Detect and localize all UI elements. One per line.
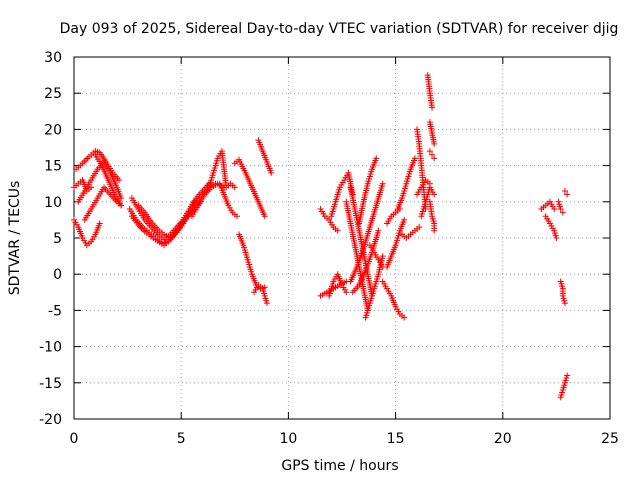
data-point bbox=[564, 191, 571, 198]
data-point bbox=[431, 140, 438, 147]
data-point bbox=[88, 184, 95, 191]
data-point bbox=[379, 253, 386, 260]
data-points bbox=[71, 72, 571, 401]
data-point bbox=[431, 155, 438, 162]
data-point bbox=[551, 206, 558, 213]
x-tick-label: 0 bbox=[70, 431, 79, 447]
data-point bbox=[268, 169, 275, 176]
data-point bbox=[162, 239, 169, 246]
data-point bbox=[233, 213, 240, 220]
x-tick-label: 25 bbox=[601, 431, 619, 447]
x-tick-label: 20 bbox=[494, 431, 512, 447]
y-tick-label: -5 bbox=[48, 303, 62, 319]
y-tick-label: 10 bbox=[44, 195, 62, 211]
y-tick-label: -20 bbox=[39, 412, 62, 428]
data-point bbox=[379, 180, 386, 187]
y-tick-label: -15 bbox=[39, 376, 62, 392]
data-point bbox=[334, 227, 341, 234]
data-point bbox=[564, 372, 571, 379]
data-point bbox=[231, 184, 238, 191]
y-tick-label: 25 bbox=[44, 86, 62, 102]
data-point bbox=[561, 187, 568, 194]
data-point bbox=[553, 235, 560, 241]
data-point bbox=[429, 104, 436, 111]
data-point bbox=[416, 224, 423, 231]
data-point bbox=[261, 213, 268, 220]
y-axis-label: SDTVAR / TECUs bbox=[7, 181, 23, 296]
y-tick-label: 15 bbox=[44, 159, 62, 175]
data-point bbox=[263, 300, 270, 307]
x-tick-label: 15 bbox=[387, 431, 405, 447]
y-tick-label: -10 bbox=[39, 340, 62, 356]
data-point bbox=[375, 227, 382, 234]
data-point bbox=[411, 155, 418, 162]
chart-title: Day 093 of 2025, Sidereal Day-to-day VTE… bbox=[60, 21, 619, 37]
data-point bbox=[401, 314, 408, 321]
grid-lines bbox=[74, 57, 610, 419]
y-tick-label: 0 bbox=[53, 267, 62, 283]
y-axis-ticks: -20 -15 -10 -5 0 5 10 15 20 25 30 bbox=[39, 50, 610, 428]
y-tick-label: 5 bbox=[53, 231, 62, 247]
data-point bbox=[118, 202, 125, 209]
y-tick-label: 20 bbox=[44, 122, 62, 138]
x-axis-label: GPS time / hours bbox=[281, 458, 398, 474]
x-tick-label: 5 bbox=[177, 431, 186, 447]
data-point bbox=[426, 148, 433, 155]
data-point bbox=[431, 191, 438, 198]
data-point bbox=[118, 195, 125, 202]
data-point bbox=[373, 155, 380, 162]
y-tick-label: 30 bbox=[44, 50, 62, 66]
data-point bbox=[559, 209, 566, 216]
data-point bbox=[96, 220, 103, 227]
data-point bbox=[116, 177, 123, 184]
x-axis-ticks: 0 5 10 15 20 25 bbox=[70, 57, 619, 447]
data-point bbox=[401, 216, 408, 223]
data-point bbox=[429, 151, 436, 158]
data-point bbox=[561, 300, 568, 307]
data-point bbox=[557, 206, 564, 213]
data-point bbox=[431, 227, 438, 234]
data-point bbox=[343, 289, 350, 296]
x-tick-label: 10 bbox=[279, 431, 297, 447]
